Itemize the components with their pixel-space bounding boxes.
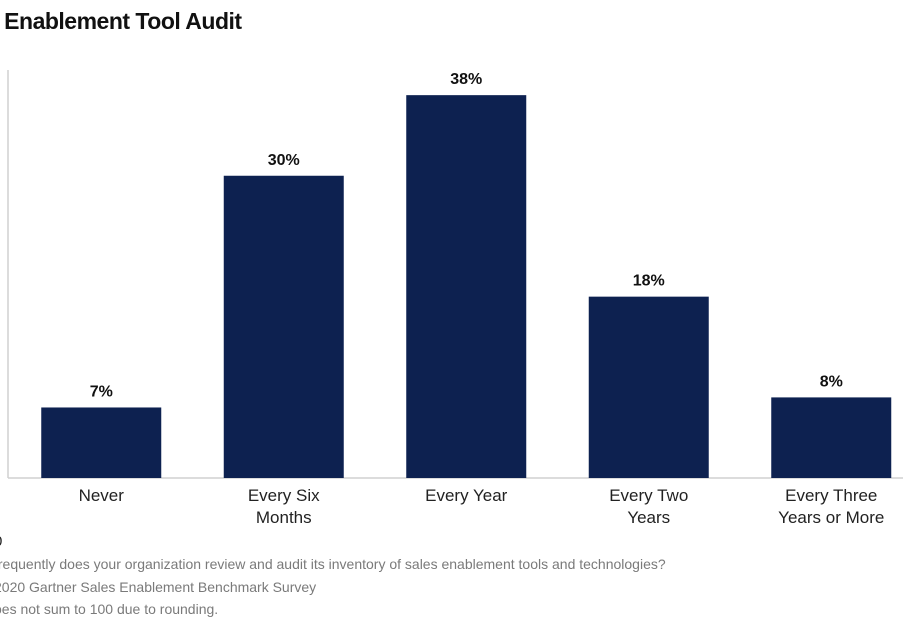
source-note: 2020 Gartner Sales Enablement Benchmark … — [0, 579, 317, 595]
data-label-4: 18% — [633, 273, 665, 290]
chart-title: s Enablement Tool Audit — [0, 8, 242, 34]
bar-2 — [223, 175, 344, 478]
x-tick-label-4-line-2: Years — [627, 508, 670, 527]
bar-1 — [41, 407, 162, 478]
x-tick-label-5-line-1: Every Three — [785, 486, 877, 505]
x-tick-label-5-line-2: Years or More — [778, 508, 884, 527]
x-tick-label-3-line-1: Every Year — [425, 486, 508, 505]
data-label-2: 30% — [268, 152, 300, 169]
bar-3 — [406, 95, 527, 479]
x-tick-label-2-line-2: Months — [256, 508, 312, 527]
data-label-1: 7% — [90, 383, 113, 400]
x-tick-label-4-line-1: Every Two — [609, 486, 688, 505]
x-tick-label-1-line-1: Never — [79, 486, 125, 505]
rounding-note: oes not sum to 100 due to rounding. — [0, 601, 219, 617]
bar-5 — [771, 397, 892, 478]
data-label-3: 38% — [450, 71, 482, 88]
x-tick-label-2-line-1: Every Six — [248, 486, 320, 505]
sample-size-note: 0 — [0, 533, 2, 550]
survey-question-note: frequently does your organization review… — [0, 556, 666, 572]
data-label-5: 8% — [820, 373, 843, 390]
bar-4 — [588, 296, 709, 478]
